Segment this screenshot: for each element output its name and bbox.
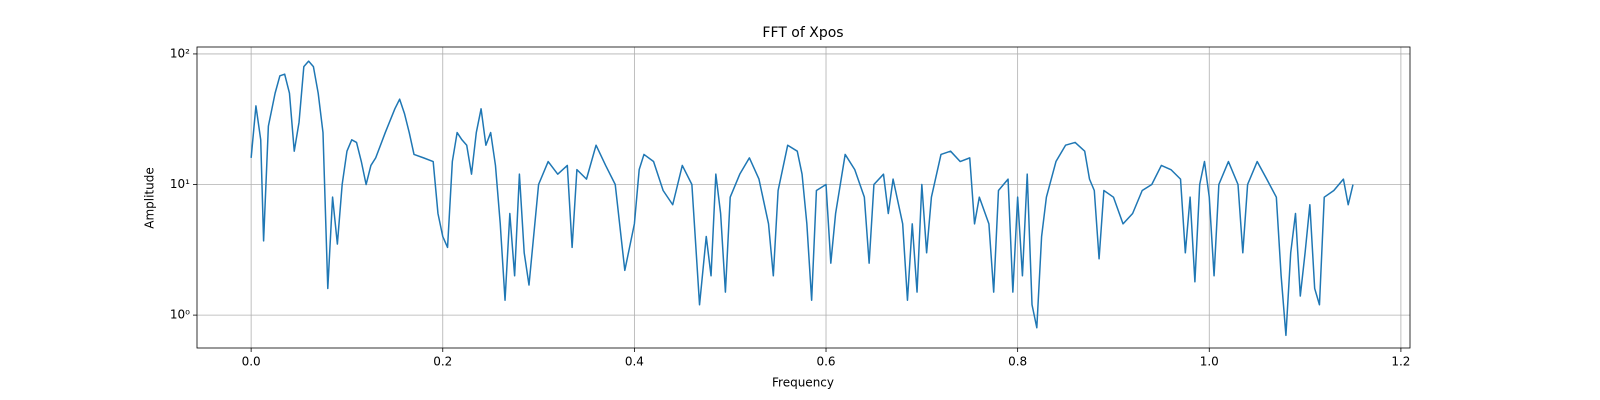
y-axis-label: Amplitude (143, 167, 157, 229)
y-tick-label: 10² (170, 46, 190, 60)
x-tick-label: 0.8 (1008, 355, 1027, 369)
y-tick-label: 10¹ (170, 177, 190, 191)
x-tick-label: 0.0 (242, 355, 261, 369)
x-tick-label: 1.2 (1391, 355, 1410, 369)
plot-frame (196, 46, 1411, 349)
data-line (250, 60, 1354, 337)
x-tick-label: 0.4 (625, 355, 644, 369)
x-tick-label: 0.2 (433, 355, 452, 369)
x-axis-label: Frequency (772, 376, 834, 390)
chart-title: FFT of Xpos (762, 25, 843, 41)
x-tick-label: 0.6 (816, 355, 835, 369)
y-tick-label: 10⁰ (170, 308, 190, 322)
x-tick-label: 1.0 (1200, 355, 1219, 369)
